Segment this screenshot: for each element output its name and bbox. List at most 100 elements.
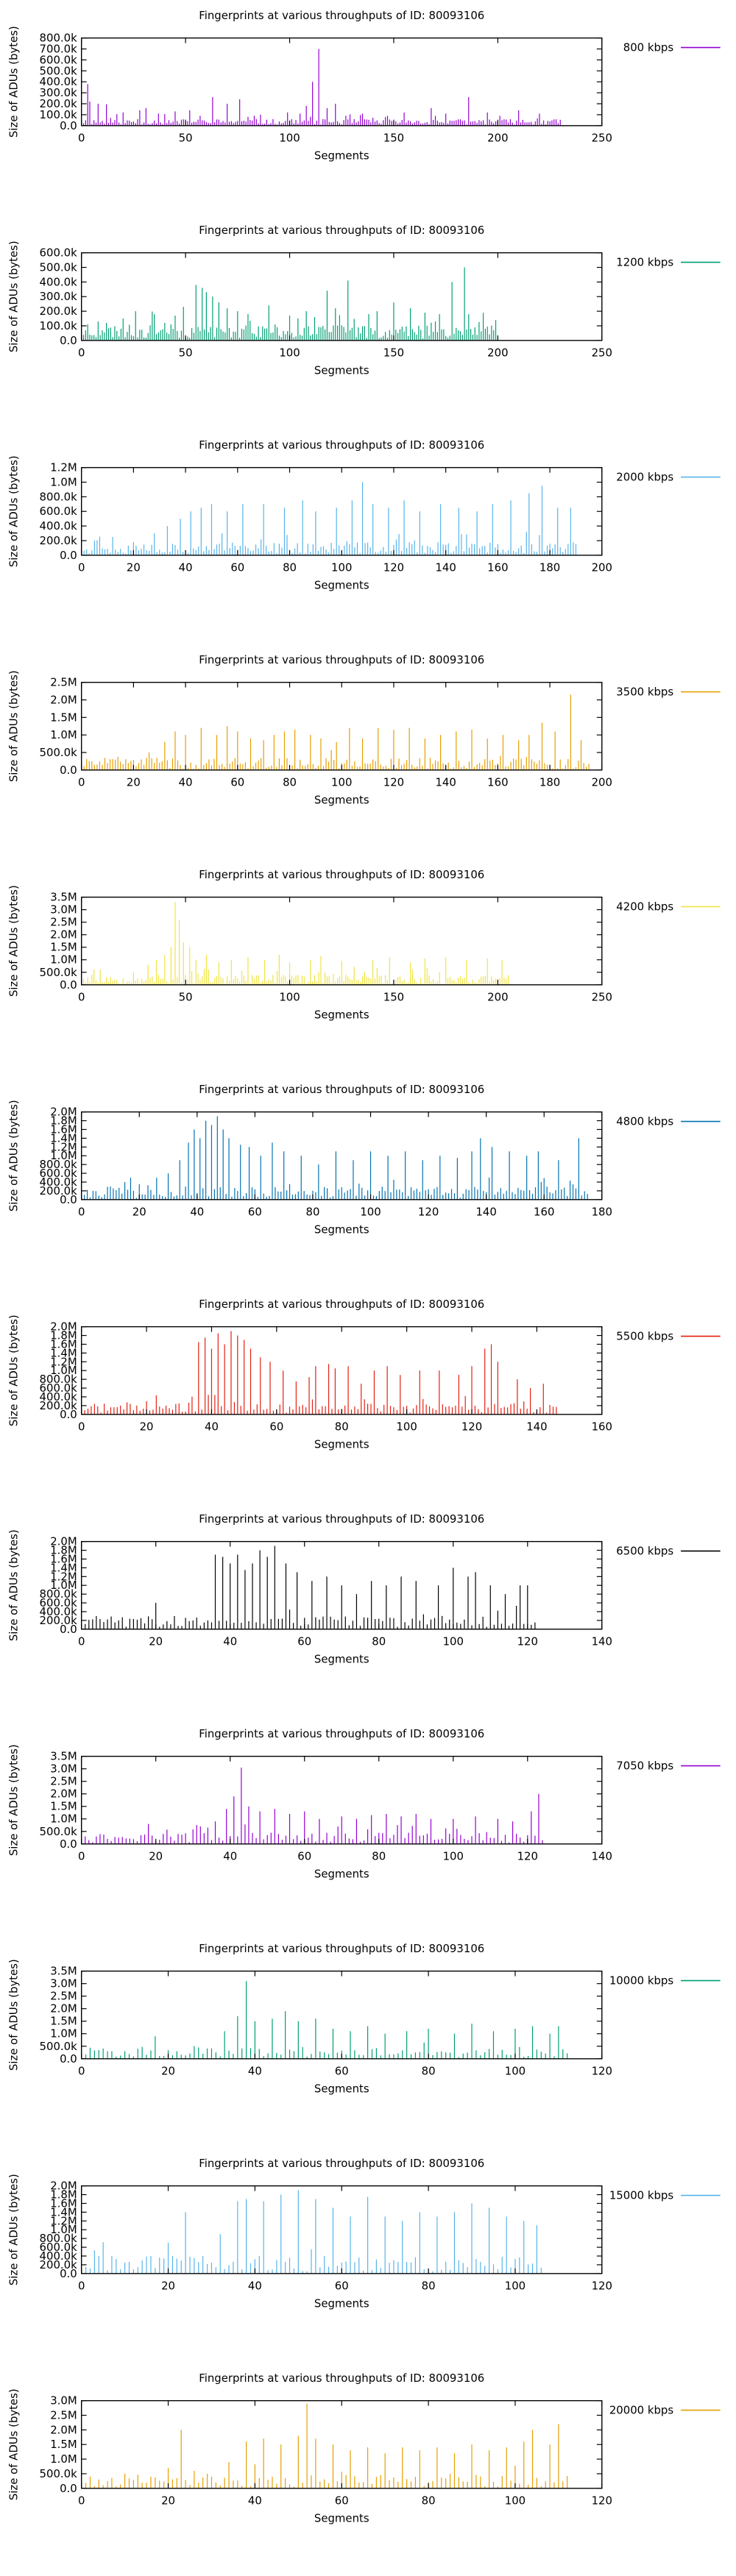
x-tick-label: 50 (179, 346, 193, 360)
legend-label: 3500 kbps (616, 686, 673, 699)
y-tick-label: 3.0M (50, 2394, 77, 2408)
x-axis-label: Segments (314, 794, 369, 807)
y-axis-label: Size of ADUs (bytes) (7, 2388, 20, 2500)
x-tick-label: 100 (443, 1635, 464, 1648)
x-tick-label: 40 (190, 1206, 204, 1219)
x-tick-label: 80 (422, 2065, 436, 2078)
x-axis-label: Segments (314, 2512, 369, 2525)
legend-label: 5500 kbps (616, 1330, 673, 1343)
x-axis-label: Segments (314, 1008, 369, 1022)
y-tick-label: 800.0k (40, 2232, 78, 2245)
bar-series (85, 2190, 542, 2274)
y-tick-label: 0.0 (60, 978, 77, 992)
y-tick-label: 0.0 (60, 1837, 77, 1851)
y-tick-label: 0.0 (60, 1623, 77, 1636)
y-tick-label: 200.0k (40, 1399, 78, 1412)
fingerprint-chart-2: Fingerprints at various throughputs of I… (7, 438, 721, 592)
x-tick-label: 120 (461, 1420, 482, 1434)
x-tick-label: 20 (132, 1206, 146, 1219)
x-tick-label: 40 (248, 2280, 262, 2293)
y-tick-label: 200.0k (40, 534, 78, 547)
y-tick-label: 1.5M (50, 2015, 77, 2028)
x-tick-label: 250 (592, 346, 612, 360)
y-axis-label: Size of ADUs (bytes) (7, 2174, 20, 2285)
x-tick-label: 80 (335, 1420, 349, 1434)
fingerprint-chart-0: Fingerprints at various throughputs of I… (7, 9, 721, 163)
x-tick-label: 160 (592, 1420, 612, 1434)
chart-title: Fingerprints at various throughputs of I… (199, 868, 484, 881)
y-tick-label: 500.0k (40, 260, 78, 274)
y-tick-label: 2.0M (50, 1535, 77, 1548)
y-tick-label: 1.5M (50, 711, 77, 724)
y-tick-label: 2.0M (50, 693, 77, 706)
y-tick-label: 1.8M (50, 2188, 77, 2202)
x-tick-label: 120 (383, 561, 404, 574)
x-tick-label: 120 (592, 2494, 612, 2508)
y-tick-label: 1.5M (50, 941, 77, 954)
x-tick-label: 20 (161, 2494, 175, 2508)
x-tick-label: 60 (335, 2494, 349, 2508)
x-axis-label: Segments (314, 1653, 369, 1666)
y-axis-label: Size of ADUs (bytes) (7, 241, 20, 352)
y-tick-label: 1.0M (50, 1812, 77, 1826)
y-tick-label: 600.0k (40, 53, 78, 66)
y-tick-label: 0.0 (60, 1193, 77, 1206)
y-tick-label: 1.0M (50, 1149, 77, 1162)
y-tick-label: 3.0M (50, 1977, 77, 1990)
y-tick-label: 2.5M (50, 676, 77, 689)
y-tick-label: 200.0k (40, 1184, 78, 1198)
y-axis-label: Size of ADUs (bytes) (7, 670, 20, 782)
y-tick-label: 1.0M (50, 2027, 77, 2040)
legend-label: 2000 kbps (616, 471, 673, 484)
x-tick-label: 120 (517, 1635, 538, 1648)
fingerprint-chart-6: Fingerprints at various throughputs of I… (7, 1298, 721, 1451)
legend-label: 1200 kbps (616, 256, 673, 269)
x-tick-label: 100 (331, 561, 352, 574)
bar-series (85, 1767, 543, 1844)
y-axis-label: Size of ADUs (bytes) (7, 1100, 20, 1211)
x-tick-label: 40 (179, 561, 193, 574)
y-tick-label: 0.0 (60, 549, 77, 562)
y-tick-label: 1.8M (50, 1329, 77, 1342)
y-axis-label: Size of ADUs (bytes) (7, 455, 20, 567)
x-tick-label: 40 (248, 2494, 262, 2508)
x-tick-label: 40 (223, 1850, 237, 1863)
x-tick-label: 0 (78, 132, 85, 145)
y-tick-label: 1.0M (50, 2452, 77, 2466)
plot-frame (80, 1326, 603, 1415)
x-tick-label: 20 (127, 776, 141, 789)
y-tick-label: 800.0k (40, 32, 78, 45)
y-axis-label: Size of ADUs (bytes) (7, 1529, 20, 1641)
x-axis-label: Segments (314, 364, 369, 377)
x-tick-label: 100 (360, 1206, 381, 1219)
y-tick-label: 400.0k (40, 1390, 78, 1403)
bar-series (83, 694, 590, 770)
y-tick-label: 0.0 (60, 2052, 77, 2066)
chart-title: Fingerprints at various throughputs of I… (199, 1512, 484, 1526)
x-tick-label: 160 (534, 1206, 554, 1219)
y-tick-label: 1.6M (50, 2196, 77, 2210)
x-tick-label: 60 (335, 2280, 349, 2293)
y-tick-label: 0.0 (60, 1408, 77, 1421)
x-tick-label: 120 (418, 1206, 439, 1219)
y-tick-label: 1.0M (50, 475, 77, 488)
plot-frame (80, 37, 603, 127)
x-tick-label: 0 (78, 991, 85, 1004)
legend-label: 4200 kbps (616, 900, 673, 914)
y-tick-label: 600.0k (40, 1596, 78, 1609)
y-tick-label: 200.0k (40, 305, 78, 318)
y-tick-label: 0.0 (60, 334, 77, 347)
legend-label: 4800 kbps (616, 1115, 673, 1128)
x-tick-label: 140 (475, 1206, 496, 1219)
x-tick-label: 60 (297, 1635, 311, 1648)
bar-series (85, 1545, 536, 1629)
bar-series (84, 1116, 588, 1200)
y-tick-label: 1.0M (50, 953, 77, 967)
plot-frame (80, 466, 603, 556)
x-tick-label: 140 (526, 1420, 547, 1434)
x-tick-label: 60 (269, 1420, 283, 1434)
x-tick-label: 250 (592, 991, 612, 1004)
legend-label: 7050 kbps (616, 1760, 673, 1773)
x-tick-label: 20 (127, 561, 141, 574)
